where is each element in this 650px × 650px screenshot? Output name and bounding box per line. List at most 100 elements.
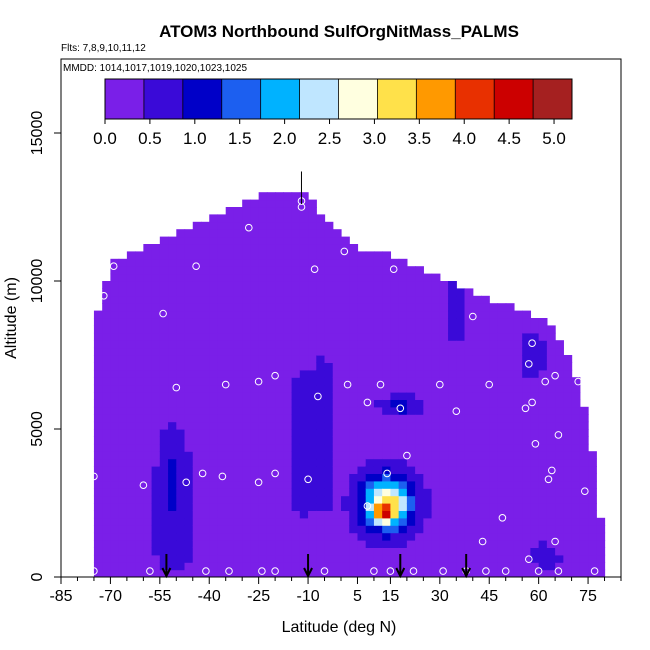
- heatmap-cell: [365, 569, 375, 577]
- heatmap-cell: [250, 384, 260, 393]
- heatmap-cell: [299, 473, 309, 482]
- heatmap-cell: [357, 414, 367, 423]
- heatmap-cell: [250, 399, 260, 408]
- heatmap-cell: [563, 540, 573, 548]
- heatmap-cell: [341, 495, 350, 504]
- heatmap-cell: [209, 525, 219, 534]
- heatmap-cell: [431, 436, 441, 445]
- heatmap-cell: [513, 547, 523, 556]
- heatmap-cell: [349, 429, 359, 437]
- heatmap-cell: [184, 569, 194, 577]
- sample-point: [221, 380, 230, 389]
- heatmap-cell: [242, 310, 252, 319]
- colorbar-tick-label: 5.0: [542, 129, 566, 148]
- heatmap-cell: [143, 355, 153, 363]
- heatmap-cell: [258, 554, 268, 563]
- heatmap-cell: [176, 273, 186, 282]
- heatmap-cell: [316, 229, 326, 238]
- heatmap-cell: [93, 510, 103, 519]
- heatmap-cell: [135, 540, 144, 548]
- heatmap-cell: [555, 480, 564, 489]
- heatmap-cell: [373, 384, 383, 393]
- x-tick-label: -25: [247, 588, 270, 605]
- heatmap-cell: [126, 562, 136, 571]
- heatmap-cell: [481, 340, 490, 349]
- heatmap-cell: [456, 347, 466, 356]
- heatmap-cell: [168, 451, 177, 460]
- heatmap-cell: [538, 480, 548, 489]
- heatmap-cell: [332, 429, 342, 437]
- heatmap-cell: [299, 244, 309, 252]
- heatmap-cell: [143, 332, 153, 341]
- heatmap-cell: [283, 369, 293, 378]
- heatmap-cell: [530, 451, 540, 460]
- heatmap-cell: [406, 347, 416, 356]
- heatmap-cell: [242, 369, 252, 378]
- heatmap-cell: [102, 466, 112, 474]
- colorbar-segment: [299, 79, 339, 119]
- heatmap-cell: [291, 569, 301, 577]
- heatmap-cell: [481, 414, 490, 423]
- heatmap-cell: [513, 503, 523, 511]
- heatmap-cell: [266, 421, 276, 430]
- heatmap-cell: [406, 436, 416, 445]
- heatmap-cell: [176, 266, 186, 275]
- heatmap-cell: [209, 451, 219, 460]
- heatmap-cell: [308, 510, 317, 519]
- heatmap-cell: [390, 495, 400, 504]
- heatmap-cell: [522, 436, 532, 445]
- heatmap-cell: [513, 473, 523, 482]
- heatmap-cell: [415, 562, 424, 571]
- heatmap-cell: [431, 510, 441, 519]
- heatmap-cell: [481, 384, 490, 393]
- heatmap-cell: [497, 488, 507, 497]
- heatmap-cell: [332, 569, 342, 577]
- heatmap-cell: [546, 503, 556, 511]
- heatmap-cell: [168, 399, 177, 408]
- heatmap-cell: [555, 562, 564, 571]
- heatmap-cell: [93, 532, 103, 541]
- heatmap-cell: [373, 443, 383, 452]
- heatmap-cell: [225, 207, 235, 215]
- heatmap-cell: [332, 451, 342, 460]
- heatmap-cell: [398, 310, 408, 319]
- x-tick-label: 30: [431, 588, 449, 605]
- heatmap-cell: [176, 325, 186, 334]
- heatmap-cell: [217, 473, 227, 482]
- heatmap-cell: [373, 532, 383, 541]
- heatmap-cell: [308, 436, 317, 445]
- heatmap-cell: [406, 473, 416, 482]
- heatmap-cell: [192, 532, 202, 541]
- heatmap-cell: [324, 414, 334, 423]
- heatmap-cell: [489, 392, 499, 400]
- heatmap-cell: [555, 458, 564, 467]
- heatmap-cell: [102, 458, 112, 467]
- heatmap-cell: [242, 414, 252, 423]
- heatmap-cell: [497, 399, 507, 408]
- heatmap-cell: [415, 303, 424, 312]
- heatmap-cell: [209, 295, 219, 304]
- heatmap-cell: [563, 466, 573, 474]
- heatmap-cell: [283, 488, 293, 497]
- heatmap-cell: [406, 377, 416, 386]
- heatmap-cell: [555, 569, 564, 577]
- heatmap-cell: [110, 488, 120, 497]
- heatmap-cell: [439, 369, 449, 378]
- heatmap-cell: [456, 443, 466, 452]
- heatmap-cell: [201, 473, 210, 482]
- heatmap-cell: [201, 355, 210, 363]
- heatmap-cell: [291, 547, 301, 556]
- heatmap-cell: [505, 540, 515, 548]
- heatmap-cell: [513, 421, 523, 430]
- heatmap-cell: [398, 392, 408, 400]
- heatmap-cell: [299, 281, 309, 289]
- heatmap-cell: [192, 495, 202, 504]
- heatmap-cell: [283, 258, 293, 267]
- heatmap-cell: [299, 525, 309, 534]
- heatmap-cell: [365, 480, 375, 489]
- heatmap-cell: [464, 369, 474, 378]
- heatmap-cell: [332, 517, 342, 526]
- heatmap-cell: [308, 495, 317, 504]
- heatmap-cell: [151, 562, 161, 571]
- colorbar-tick-label: 2.5: [318, 129, 342, 148]
